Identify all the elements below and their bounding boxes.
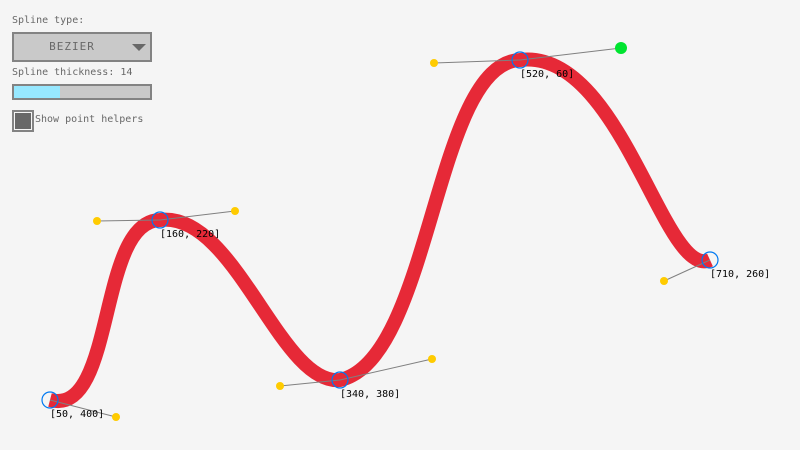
control-handle[interactable] bbox=[276, 382, 284, 390]
spline-point[interactable] bbox=[701, 251, 719, 269]
bezier-spline bbox=[48, 52, 713, 408]
point-coordinate-label: [340, 380] bbox=[340, 389, 400, 400]
handle-line bbox=[339, 358, 433, 381]
control-handle[interactable] bbox=[93, 217, 101, 225]
spline-point[interactable] bbox=[511, 51, 529, 69]
chevron-down-icon bbox=[132, 44, 146, 51]
handle-line bbox=[49, 399, 117, 418]
point-coordinate-label: [710, 260] bbox=[710, 269, 770, 280]
spline-type-dropdown[interactable]: BEZIER bbox=[12, 32, 152, 62]
spline-type-value: BEZIER bbox=[49, 40, 95, 53]
show-helpers-label: Show point helpers bbox=[35, 114, 144, 125]
show-helpers-checkbox[interactable] bbox=[12, 110, 34, 132]
point-coordinate-label: [160, 220] bbox=[160, 229, 220, 240]
spline-point[interactable] bbox=[41, 391, 59, 409]
point-coordinate-label: [50, 400] bbox=[50, 409, 104, 420]
spline-point[interactable] bbox=[151, 211, 169, 229]
control-handle[interactable] bbox=[615, 42, 627, 54]
checkbox-check-mark bbox=[15, 113, 31, 129]
control-handle[interactable] bbox=[430, 59, 438, 67]
thickness-label: Spline thickness: 14 bbox=[12, 67, 133, 78]
handle-line bbox=[159, 210, 236, 221]
handle-line bbox=[433, 59, 521, 64]
control-handle[interactable] bbox=[428, 355, 436, 363]
spline-type-label: Spline type: bbox=[12, 15, 85, 26]
control-handle[interactable] bbox=[660, 277, 668, 285]
control-handle[interactable] bbox=[231, 207, 239, 215]
control-handle[interactable] bbox=[112, 413, 120, 421]
handle-line bbox=[96, 219, 161, 222]
thickness-slider[interactable] bbox=[12, 84, 152, 100]
handle-line bbox=[279, 379, 341, 387]
spline-point[interactable] bbox=[331, 371, 349, 389]
point-coordinate-label: [520, 60] bbox=[520, 69, 574, 80]
handle-line bbox=[519, 47, 622, 61]
thickness-slider-fill bbox=[14, 86, 61, 98]
